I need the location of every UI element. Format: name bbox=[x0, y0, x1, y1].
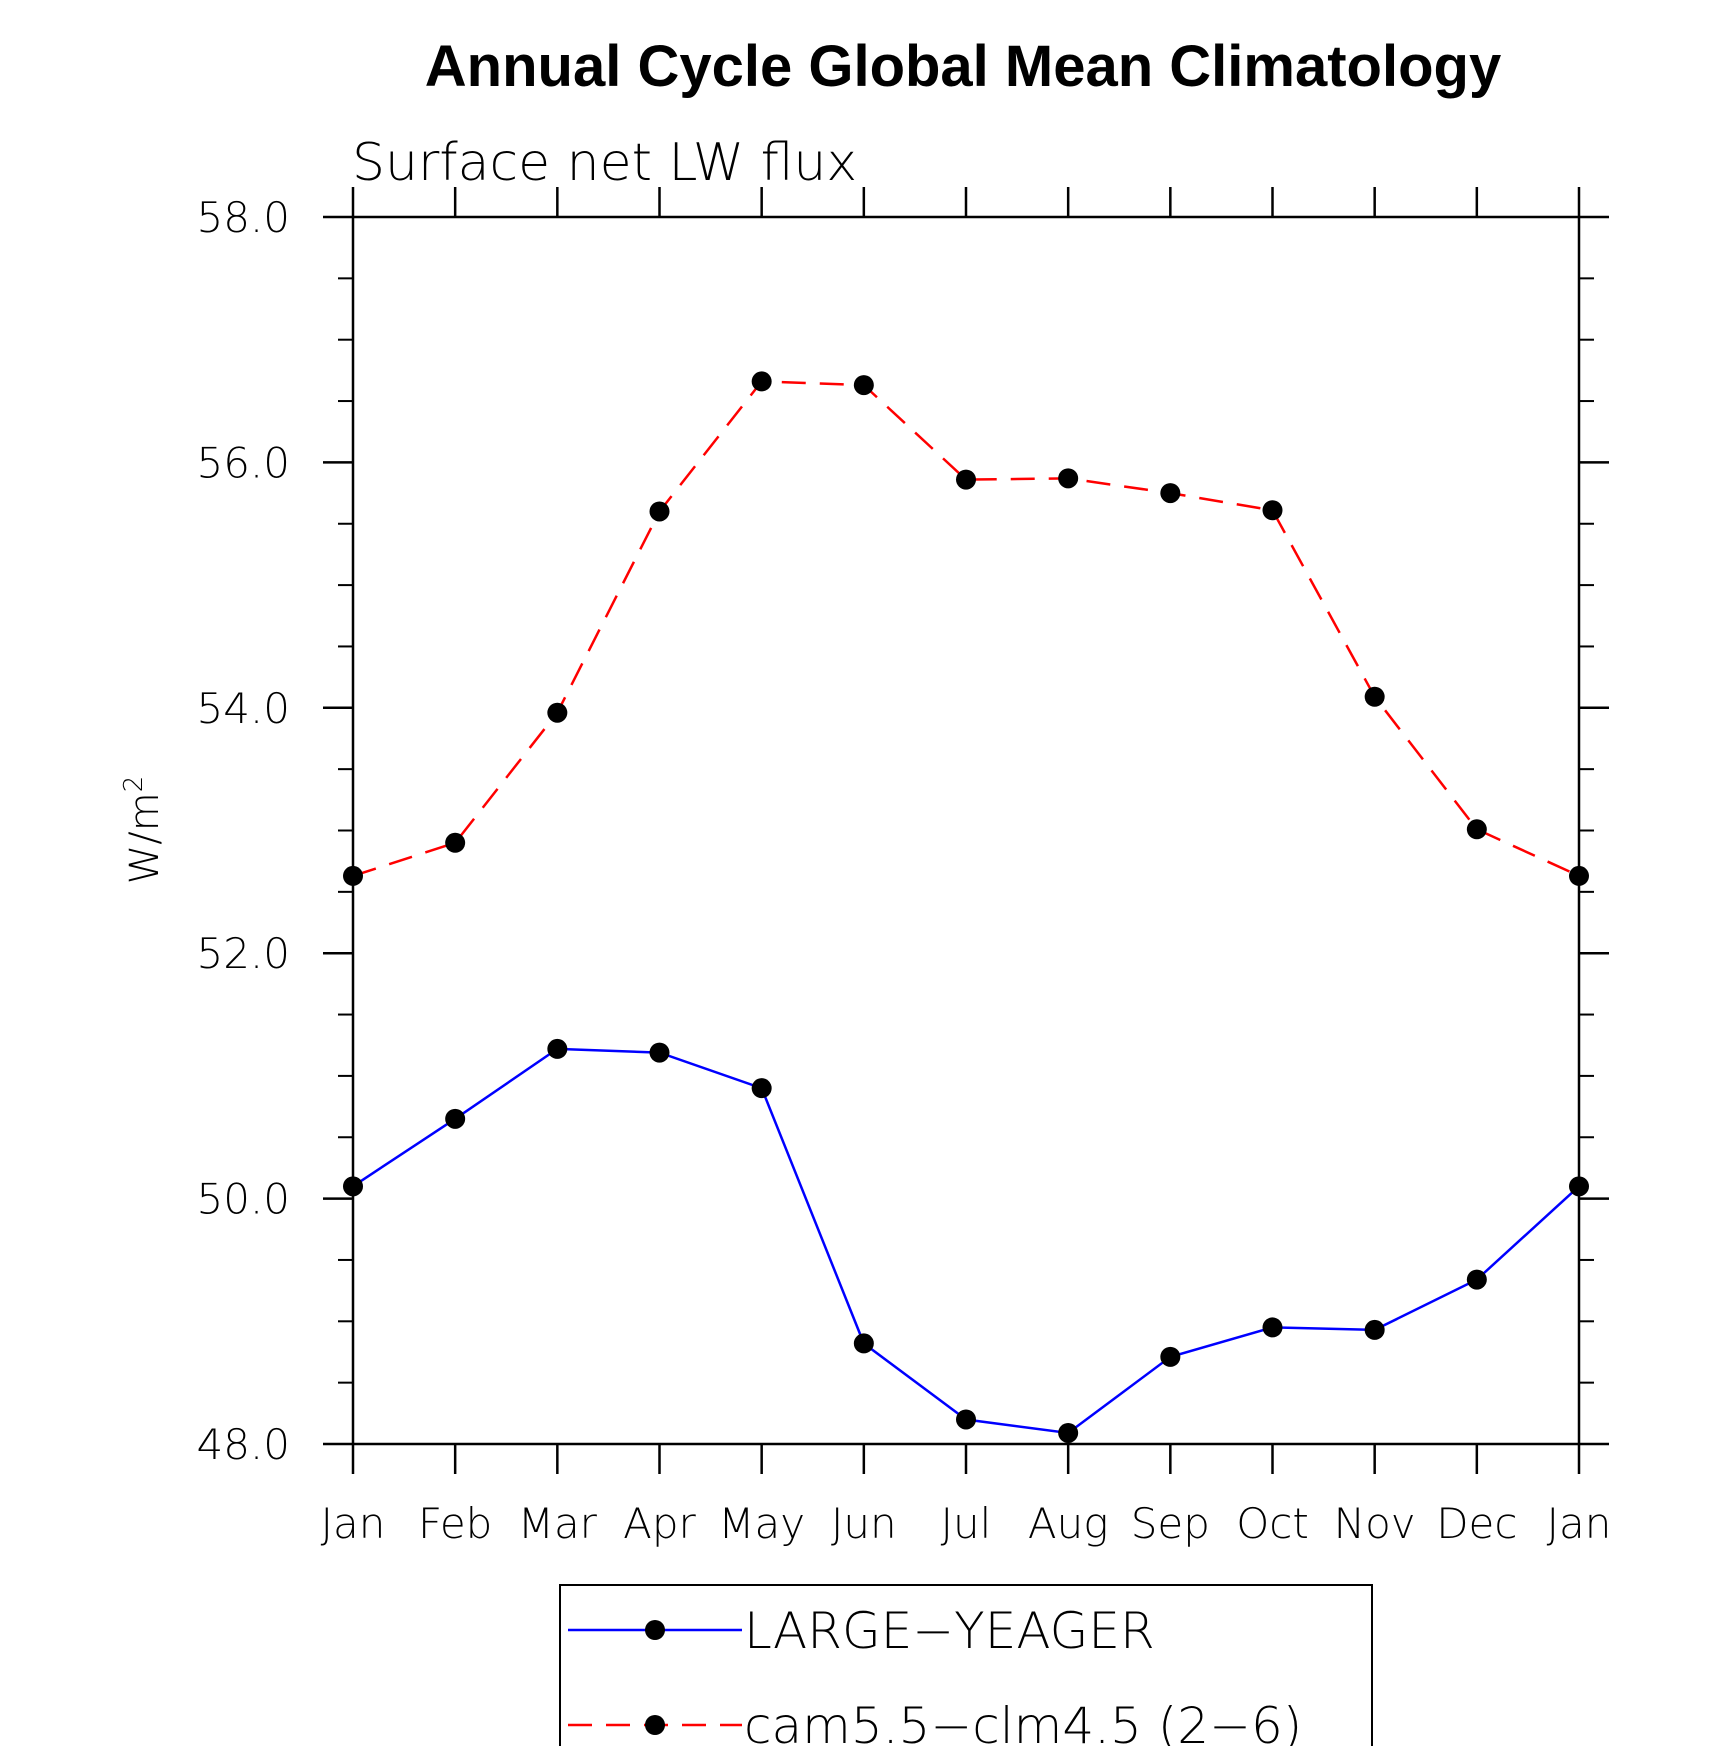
svg-text:W/m2: W/m2 bbox=[119, 776, 168, 885]
x-tick-label: May bbox=[718, 1499, 805, 1548]
y-axis-label-superscript: 2 bbox=[119, 776, 149, 793]
data-point bbox=[1466, 1269, 1487, 1290]
data-point bbox=[1058, 1422, 1079, 1443]
data-point bbox=[1160, 1346, 1181, 1367]
x-tick-label: Jun bbox=[831, 1499, 897, 1548]
data-point bbox=[751, 371, 772, 392]
legend-box bbox=[559, 1584, 1373, 1746]
data-point bbox=[1466, 819, 1487, 840]
data-point bbox=[1262, 500, 1283, 521]
y-tick-label: 56.0 bbox=[196, 438, 290, 487]
data-point bbox=[445, 832, 466, 853]
data-point bbox=[649, 1042, 670, 1063]
legend-marker-large-yeager bbox=[645, 1620, 665, 1640]
chart-title: Annual Cycle Global Mean Climatology bbox=[425, 34, 1501, 99]
x-tick-label: Sep bbox=[1131, 1499, 1210, 1548]
data-point bbox=[1058, 468, 1079, 489]
y-tick-label: 58.0 bbox=[196, 193, 290, 242]
data-point bbox=[1364, 686, 1385, 707]
legend-marker-cam55-clm45 bbox=[645, 1715, 665, 1735]
data-point bbox=[1160, 483, 1181, 504]
x-tick-label: Jan bbox=[1547, 1499, 1612, 1548]
series-line-1 bbox=[352, 380, 1580, 878]
legend-entry-cam55-clm45: cam5.5−clm4.5 (2−6) bbox=[744, 1697, 1302, 1746]
data-point bbox=[445, 1108, 466, 1129]
data-point bbox=[343, 865, 363, 886]
x-tick-label: Oct bbox=[1236, 1499, 1309, 1548]
data-point bbox=[547, 702, 568, 723]
x-tick-label: Jul bbox=[941, 1499, 992, 1548]
series-line-0 bbox=[352, 1047, 1580, 1435]
data-point bbox=[853, 1333, 874, 1354]
data-point bbox=[343, 1176, 363, 1197]
legend: LARGE−YEAGER cam5.5−clm4.5 (2−6) bbox=[559, 1584, 1373, 1746]
x-tick-label: Dec bbox=[1436, 1499, 1517, 1548]
y-tick-label: 54.0 bbox=[196, 684, 290, 733]
y-tick-label: 50.0 bbox=[196, 1175, 290, 1224]
data-point bbox=[649, 501, 670, 522]
plot-frame bbox=[351, 215, 1581, 1446]
data-point bbox=[1569, 1176, 1589, 1197]
y-tick-label: 48.0 bbox=[196, 1420, 290, 1469]
data-point bbox=[1262, 1317, 1283, 1338]
data-point bbox=[751, 1078, 772, 1099]
x-tick-label: Jan bbox=[321, 1499, 386, 1548]
data-point bbox=[853, 375, 874, 396]
x-tick-label: Mar bbox=[518, 1499, 598, 1548]
data-point bbox=[956, 1409, 976, 1430]
data-point bbox=[1364, 1319, 1385, 1340]
legend-entry-large-yeager: LARGE−YEAGER bbox=[744, 1602, 1155, 1660]
series-group bbox=[343, 371, 1589, 1443]
data-point bbox=[956, 469, 976, 490]
x-tick-label: Apr bbox=[623, 1499, 696, 1548]
x-tick-label: Aug bbox=[1028, 1499, 1109, 1548]
x-tick-label: Feb bbox=[418, 1499, 492, 1548]
x-tick-label: Nov bbox=[1334, 1499, 1416, 1548]
y-axis-label-text: W/m bbox=[122, 792, 168, 884]
data-point bbox=[547, 1038, 568, 1059]
y-axis-label: W/m2 bbox=[119, 776, 168, 885]
chart-subtitle: Surface net LW flux bbox=[352, 133, 857, 193]
data-point bbox=[1569, 865, 1589, 886]
axes: Jan Feb Mar Apr May Jun Jul Aug Sep Oct Nov Dec Jan 4… bbox=[196, 187, 1611, 1548]
y-tick-label: 52.0 bbox=[196, 929, 290, 978]
